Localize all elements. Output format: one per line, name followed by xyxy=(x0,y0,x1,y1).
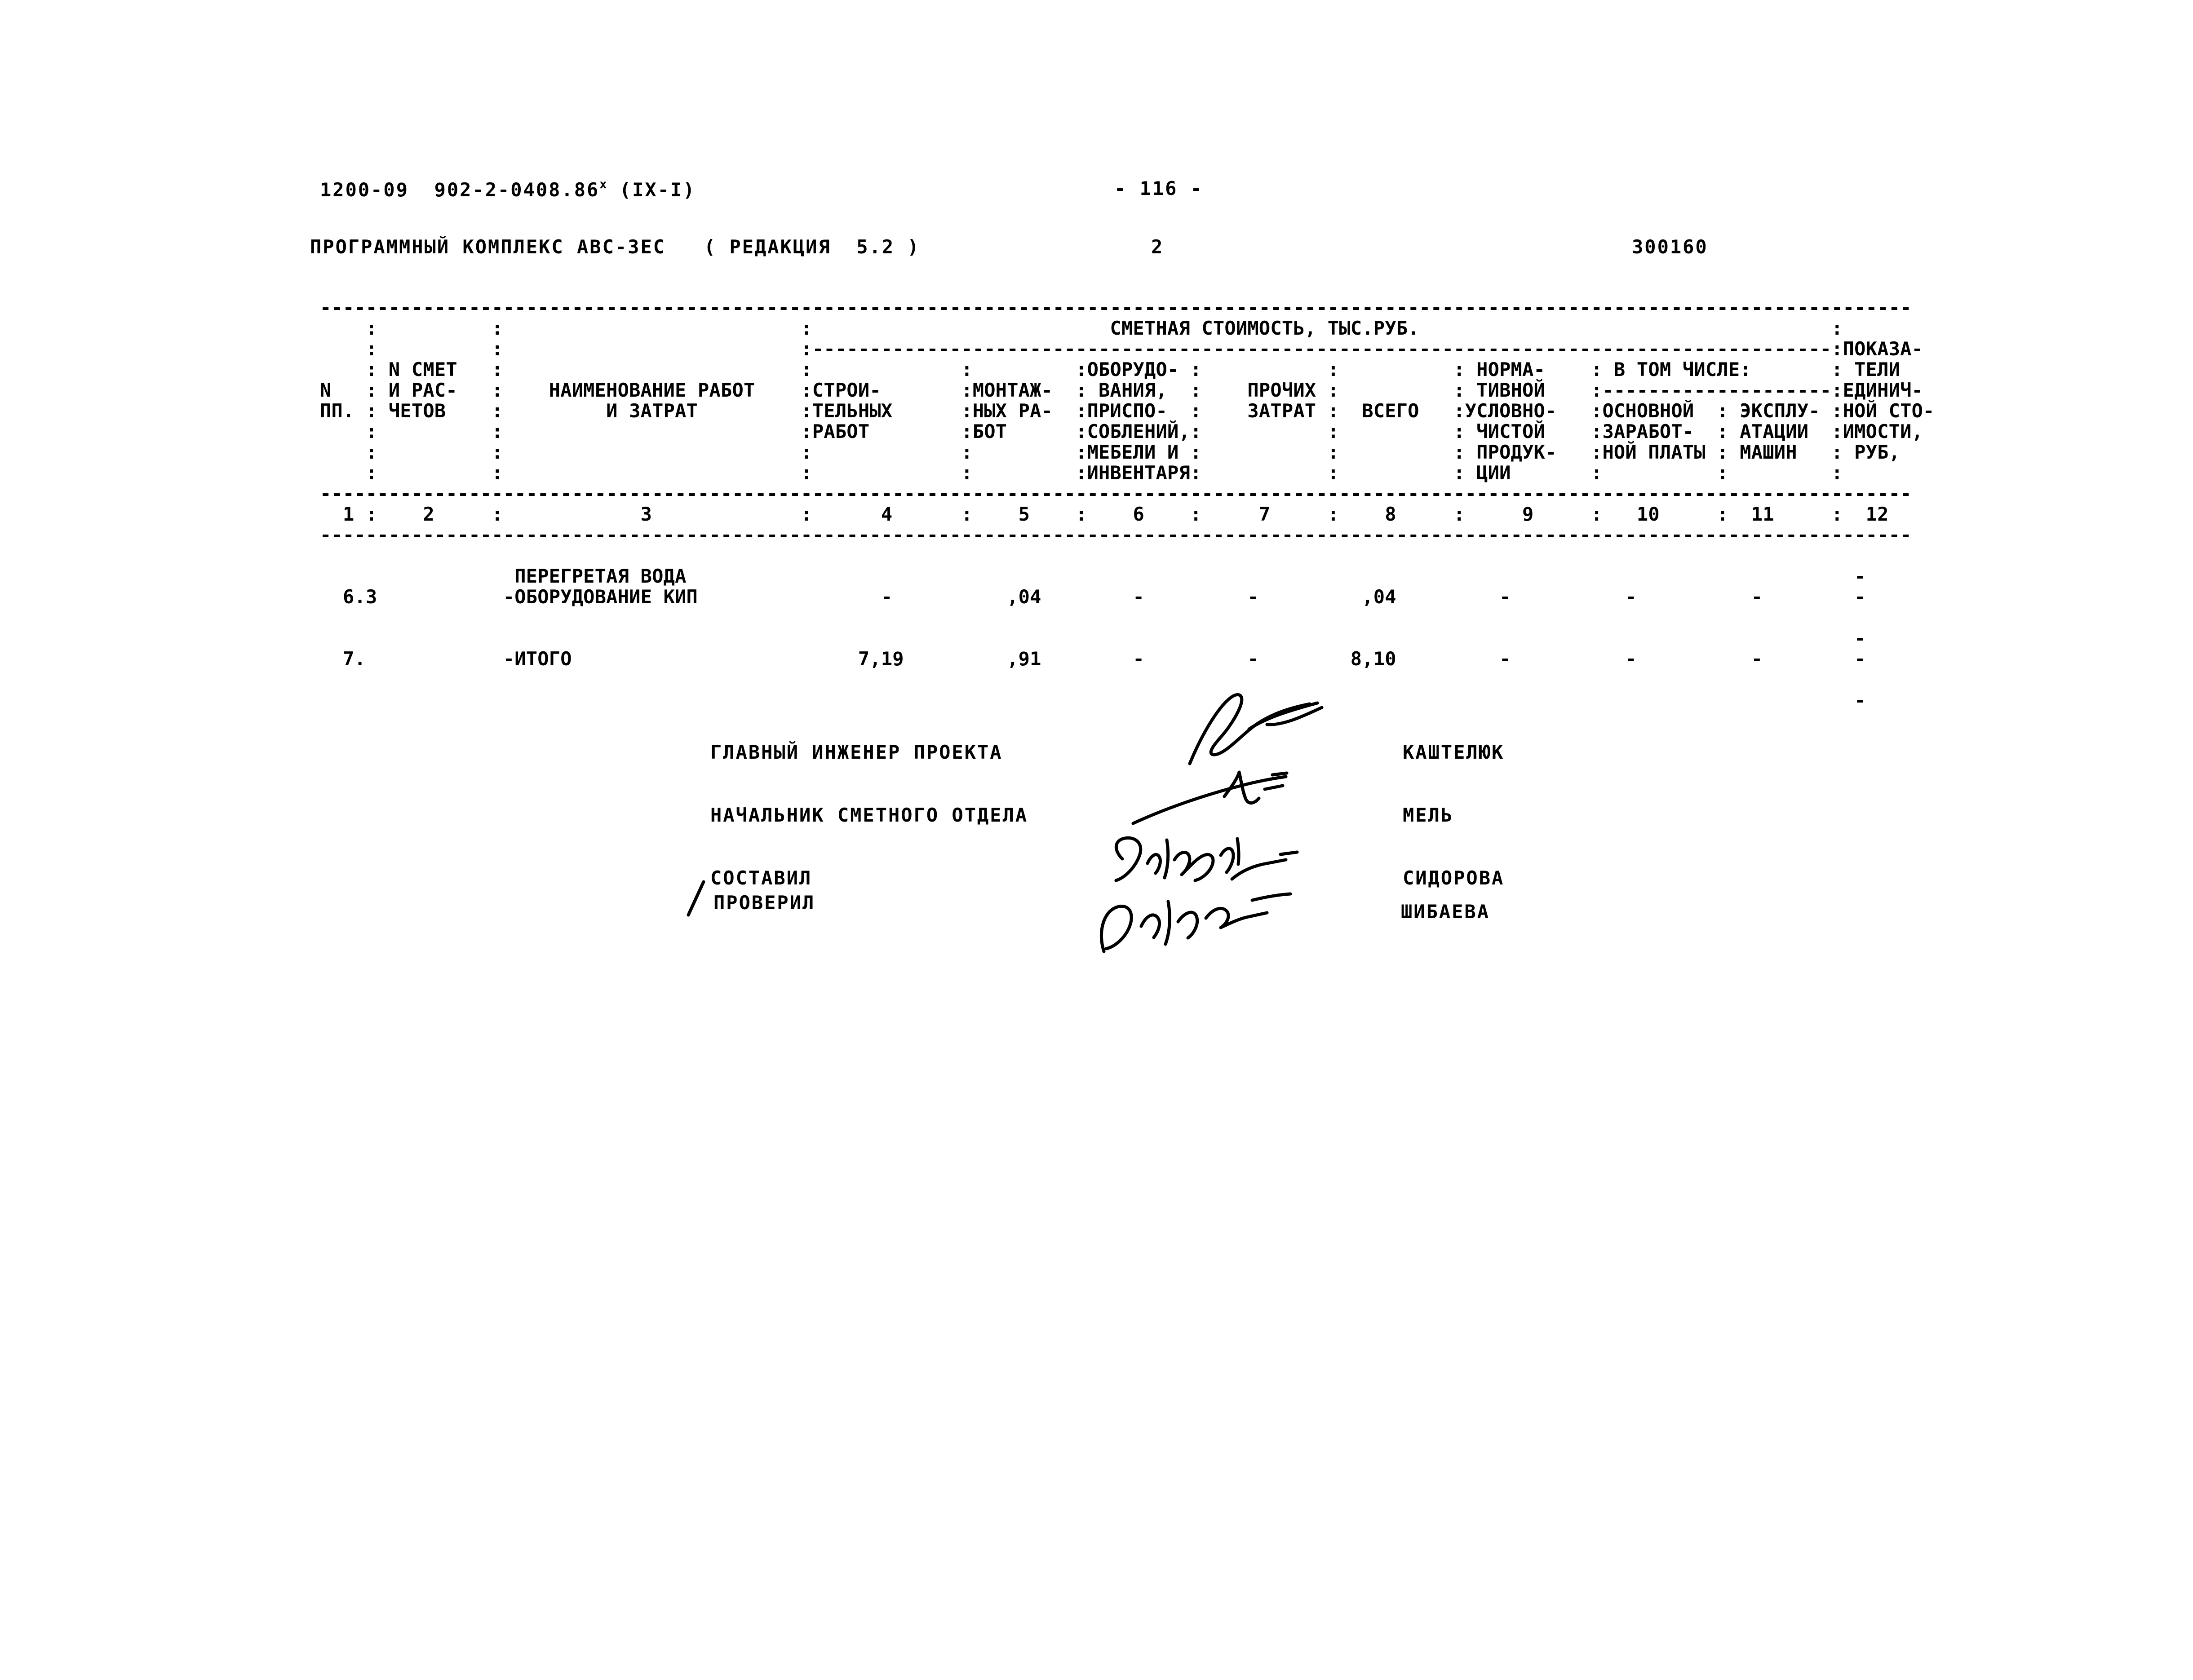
document-number-text: 1200-09 902-2-0408.86 xyxy=(320,179,600,201)
program-title: ПРОГРАММНЫЙ КОМПЛЕКС АВС-3ЕС ( РЕДАКЦИЯ … xyxy=(310,236,920,258)
page-number: - 116 - xyxy=(1114,177,1204,199)
signatory-name-mel: МЕЛЬ xyxy=(1403,804,1454,826)
signature-chief-engineer xyxy=(1188,693,1324,765)
sheet-number: 2 xyxy=(1151,236,1164,258)
signature-shibaeva xyxy=(1100,892,1292,953)
signature-sidorova xyxy=(1114,836,1299,882)
form-code: 300160 xyxy=(1632,236,1708,258)
signatory-role-estimate-dept-head: НАЧАЛЬНИК СМЕТНОГО ОТДЕЛА xyxy=(710,804,1028,826)
signatory-name-sidorova: СИДОРОВА xyxy=(1403,867,1505,889)
document-number-superscript: x xyxy=(599,177,607,191)
document-number: 1200-09 902-2-0408.86x (IX-I) xyxy=(320,177,696,201)
estimate-table: ----------------------------------------… xyxy=(320,296,1935,711)
signature-estimate-dept-head xyxy=(1131,770,1289,825)
signatory-role-checked-by: ПРОВЕРИЛ xyxy=(713,892,815,914)
signatory-name-kashtelyuk: КАШТЕЛЮК xyxy=(1403,741,1505,763)
handwritten-slash-mark xyxy=(687,880,705,917)
document-number-suffix: (IX-I) xyxy=(607,179,696,201)
signatory-role-compiled-by: СОСТАВИЛ xyxy=(710,867,812,889)
signatory-name-shibaeva: ШИБАЕВА xyxy=(1401,901,1490,923)
signatory-role-chief-engineer: ГЛАВНЫЙ ИНЖЕНЕР ПРОЕКТА xyxy=(710,741,1003,763)
